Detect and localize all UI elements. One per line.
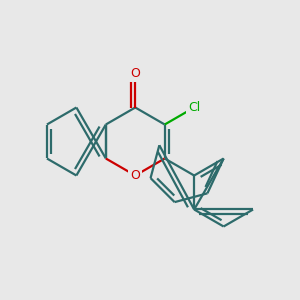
- Text: O: O: [130, 67, 140, 80]
- Text: Cl: Cl: [188, 101, 200, 114]
- Text: O: O: [130, 169, 140, 182]
